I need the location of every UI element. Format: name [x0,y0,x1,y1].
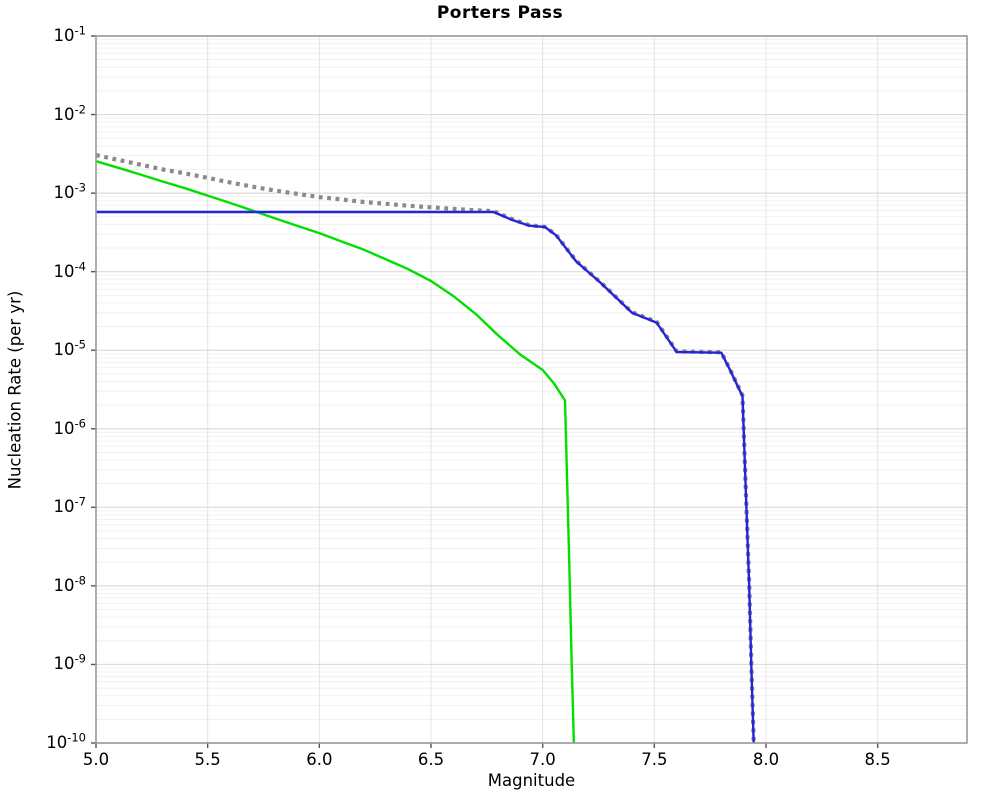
x-tick-label: 8.0 [752,750,780,769]
x-tick-label: 7.0 [529,750,556,769]
gray-dotted-curve-path [95,153,756,742]
y-tick-label: 10-3 [53,180,86,203]
blue-solid-curve-path [96,210,755,744]
major-gridlines [96,35,967,744]
y-tick-label: 10-8 [53,573,86,595]
vertical-gridlines [95,36,879,743]
y-tick-label: 10-10 [46,730,86,752]
x-tick-label: 6.5 [417,750,445,769]
series-group [95,153,756,744]
plot-border [95,35,968,744]
green-solid-curve-path [95,160,576,744]
minor-gridlines [96,39,967,720]
x-tick-label: 6.0 [306,750,333,769]
y-tick-label: 10-4 [53,259,86,281]
y-tick-label: 10-6 [53,416,86,438]
chart-title: Porters Pass [436,3,564,23]
y-tick-label: 10-9 [53,651,86,674]
x-tick-label: 8.5 [864,750,891,769]
y-tick-label: 10-7 [53,494,86,517]
x-tick-label: 7.5 [641,750,668,769]
x-tick-label: 5.0 [82,750,110,769]
y-tick-label: 10-5 [53,337,86,360]
y-tick-label: 10-2 [53,102,86,124]
x-tick-label: 5.5 [194,750,221,769]
y-tick-label: 10-1 [53,23,86,45]
axis-tick-marks [91,35,879,748]
x-axis-label: Magnitude [487,771,576,790]
